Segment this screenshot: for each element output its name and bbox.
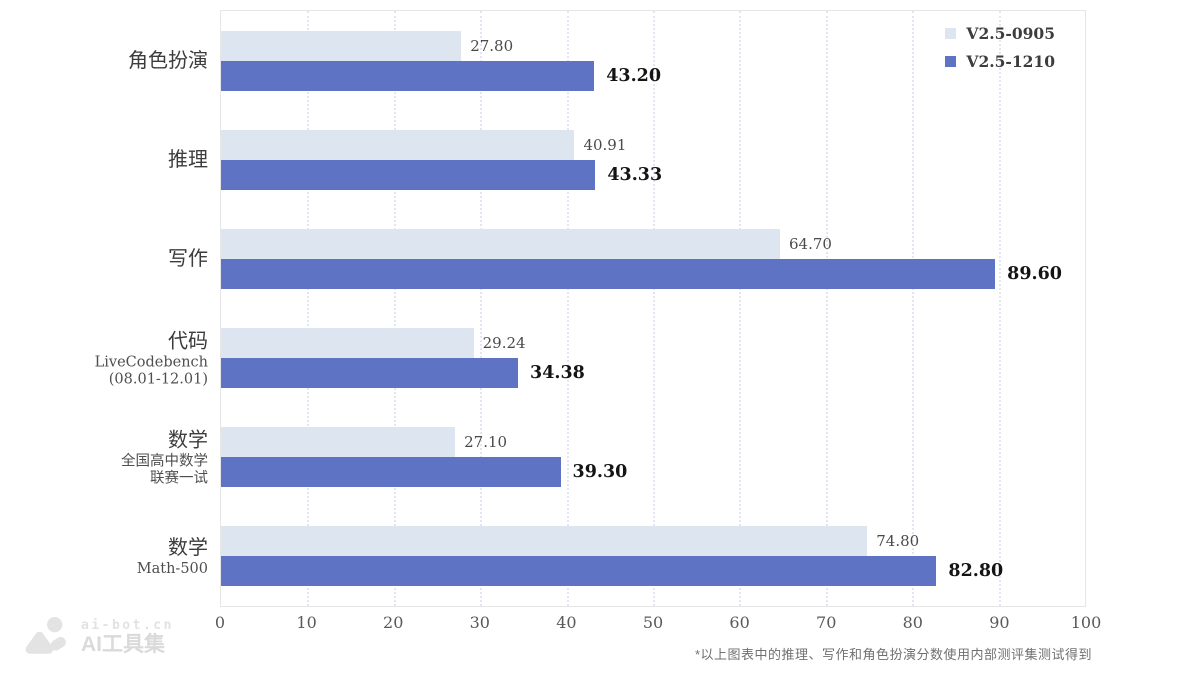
legend-swatch-dark xyxy=(945,56,957,67)
bar-value-label: 34.38 xyxy=(530,363,585,384)
category-subtitle-line1: LiveCodebench xyxy=(94,354,208,371)
bar-line: 82.80 xyxy=(221,556,1085,587)
bar-value-label: 89.60 xyxy=(1007,263,1062,284)
bar-v25-0905 xyxy=(221,30,462,61)
bar-line: 64.70 xyxy=(221,228,1085,259)
gridline xyxy=(653,11,655,606)
bar-group-math-500: 数学 Math-500 74.80 82.80 xyxy=(137,507,1085,606)
plot-area: 角色扮演 27.80 43.20 推理 40.91 xyxy=(95,10,1086,607)
category-subtitle-line2: (08.01-12.01) xyxy=(108,371,208,388)
watermark-text: ai-bot.cn AI工具集 xyxy=(81,618,174,656)
gridline xyxy=(307,11,310,606)
bar-group-reasoning: 推理 40.91 43.33 xyxy=(168,110,1085,209)
bar-line: 43.33 xyxy=(221,159,1085,190)
legend-label: V2.5-1210 xyxy=(966,52,1055,71)
watermark-name: AI工具集 xyxy=(81,633,165,656)
bar-v25-1210 xyxy=(221,358,519,389)
x-tick: 90 xyxy=(989,613,1010,632)
gridline xyxy=(480,11,483,606)
x-tick: 100 xyxy=(1070,613,1102,632)
category-label-writing: 写作 xyxy=(168,246,208,272)
gridline xyxy=(739,11,742,606)
bar-v25-1210 xyxy=(221,258,996,289)
category-title: 数学 xyxy=(168,429,208,452)
bar-line: 43.20 xyxy=(221,60,1085,91)
x-tick: 40 xyxy=(556,613,577,632)
category-subtitle-line1: Math-500 xyxy=(136,561,208,578)
bar-value-label: 27.10 xyxy=(464,433,508,452)
bar-line: 74.80 xyxy=(221,526,1085,557)
category-label-math-contest: 数学 全国高中数学 联赛一试 xyxy=(121,428,208,487)
gridline xyxy=(566,11,569,606)
category-title: 写作 xyxy=(168,247,208,270)
category-label-code: 代码 LiveCodebench (08.01-12.01) xyxy=(95,329,208,388)
category-subtitle-line1: 全国高中数学 xyxy=(121,453,208,470)
bar-line: 27.80 xyxy=(221,30,1085,61)
bar-v25-0905 xyxy=(221,427,456,458)
bar-v25-1210 xyxy=(221,556,937,587)
footnote: *以上图表中的推理、写作和角色扮演分数使用内部测评集测试得到 xyxy=(694,647,1092,662)
bar-value-label: 43.33 xyxy=(607,164,663,185)
bar-value-label: 43.20 xyxy=(606,65,662,86)
category-title: 数学 xyxy=(168,537,208,560)
category-label-reasoning: 推理 xyxy=(168,147,208,173)
bar-v25-1210 xyxy=(221,60,595,91)
bar-line: 39.30 xyxy=(221,457,1085,488)
category-title: 角色扮演 xyxy=(128,49,208,72)
watermark-brand: ai-bot.cn xyxy=(81,618,174,633)
x-tick: 0 xyxy=(214,613,226,632)
bar-line: 89.60 xyxy=(221,258,1085,289)
bar-v25-0905 xyxy=(221,526,868,557)
x-tick: 70 xyxy=(816,613,837,632)
x-tick: 60 xyxy=(729,613,750,632)
bar-value-label: 27.80 xyxy=(470,36,514,55)
bar-line: 34.38 xyxy=(221,358,1085,389)
watermark: ai-bot.cn AI工具集 xyxy=(24,616,174,658)
gridline xyxy=(393,11,396,606)
bar-v25-1210 xyxy=(221,159,596,190)
x-axis: 0 10 20 30 40 50 60 70 80 90 100 xyxy=(215,613,1101,633)
bar-value-label: 82.80 xyxy=(948,561,1004,582)
bar-line: 40.91 xyxy=(221,129,1085,160)
bar-value-label: 40.91 xyxy=(583,135,627,154)
category-title: 代码 xyxy=(168,330,208,353)
bar-v25-1210 xyxy=(221,457,561,488)
category-subtitle-line2: 联赛一试 xyxy=(150,470,208,487)
bar-group-code: 代码 LiveCodebench (08.01-12.01) 29.24 34.… xyxy=(95,309,1085,408)
bar-line: 27.10 xyxy=(221,427,1085,458)
bar-value-label: 74.80 xyxy=(876,532,920,551)
x-tick: 80 xyxy=(902,613,923,632)
x-tick: 50 xyxy=(642,613,664,632)
bar-value-label: 29.24 xyxy=(482,334,526,353)
bar-v25-0905 xyxy=(221,228,780,259)
bar-v25-0905 xyxy=(221,129,575,160)
bar-v25-0905 xyxy=(221,328,474,359)
bar-group-writing: 写作 64.70 89.60 xyxy=(168,209,1085,308)
bar-rows: 角色扮演 27.80 43.20 推理 40.91 xyxy=(95,11,1085,606)
gridline xyxy=(912,11,915,606)
legend: V2.5-0905 V2.5-1210 xyxy=(945,24,1055,71)
ai-bot-logo-icon xyxy=(25,616,66,654)
category-label-math-500: 数学 Math-500 xyxy=(137,535,208,578)
legend-label: V2.5-0905 xyxy=(966,24,1055,43)
bar-value-label: 39.30 xyxy=(572,462,628,483)
category-label-roleplay: 角色扮演 xyxy=(128,48,208,74)
category-title: 推理 xyxy=(168,148,208,171)
gridline xyxy=(825,11,828,606)
x-tick: 20 xyxy=(383,613,404,632)
legend-item-v25-0905: V2.5-0905 xyxy=(945,24,1055,43)
x-tick: 10 xyxy=(296,613,317,632)
legend-item-v25-1210: V2.5-1210 xyxy=(945,52,1055,71)
bar-group-math-contest: 数学 全国高中数学 联赛一试 27.10 39.30 xyxy=(121,408,1085,507)
bar-group-roleplay: 角色扮演 27.80 43.20 xyxy=(128,11,1085,110)
x-tick: 30 xyxy=(469,613,490,632)
legend-swatch-light xyxy=(945,28,957,39)
bar-line: 29.24 xyxy=(221,328,1085,359)
gridline xyxy=(998,11,1001,606)
bar-value-label: 64.70 xyxy=(789,234,832,253)
